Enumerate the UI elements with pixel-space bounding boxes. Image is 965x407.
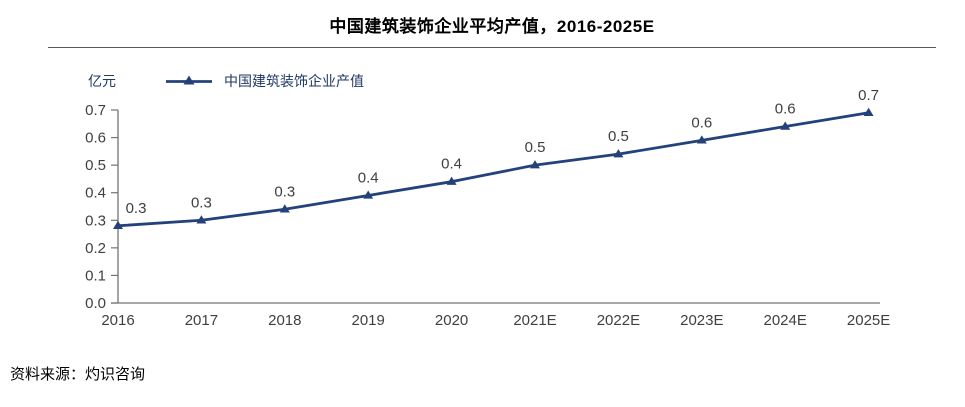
- data-point-marker: [696, 135, 707, 144]
- x-tick-label: 2022E: [597, 312, 640, 329]
- data-point-label: 0.6: [691, 114, 712, 131]
- data-point-marker: [446, 176, 457, 185]
- x-tick-label: 2024E: [764, 312, 807, 329]
- y-tick-label: 0.6: [85, 130, 106, 147]
- y-tick-label: 0.5: [85, 157, 106, 174]
- x-tick-label: 2018: [268, 312, 301, 329]
- x-tick-label: 2020: [435, 312, 468, 329]
- series-line: [117, 111, 869, 228]
- legend-line-marker-icon: [166, 75, 212, 85]
- x-tick-label: 2021E: [513, 312, 556, 329]
- x-tick-label: 2023E: [680, 312, 723, 329]
- data-point-marker: [613, 149, 624, 158]
- data-point-marker: [863, 107, 874, 116]
- data-point-label: 0.5: [525, 139, 546, 156]
- data-point-label: 0.3: [274, 183, 295, 200]
- y-tick-label: 0.4: [85, 185, 106, 202]
- y-tick-label: 0.2: [85, 240, 106, 257]
- data-point-marker: [530, 160, 540, 169]
- y-tick-label: 0.7: [85, 102, 106, 119]
- y-tick-label: 0.3: [85, 212, 106, 229]
- source-note: 资料来源：灼识咨询: [10, 367, 146, 383]
- data-point-label: 0.4: [441, 156, 462, 173]
- x-tick-label: 2025E: [847, 312, 890, 329]
- data-point-label: 0.3: [191, 194, 212, 211]
- data-point-marker: [113, 220, 123, 229]
- y-tick-label: 0.0: [85, 295, 106, 312]
- data-point-label: 0.6: [775, 101, 796, 118]
- y-tick-label: 0.1: [85, 267, 106, 284]
- data-point-label: 0.5: [608, 128, 629, 145]
- line-chart-plot: 0.0 0.1 0.2 0.3 0.4 0.5 0.6 0.7 2016 2017 2018 2019…: [85, 90, 890, 329]
- title-rule: [48, 47, 936, 48]
- data-point-marker: [279, 204, 290, 213]
- data-point-label: 0.4: [358, 169, 379, 186]
- chart-title: 中国建筑装饰企业平均产值，2016-2025E: [329, 17, 655, 36]
- data-point-marker: [780, 121, 791, 130]
- x-tick-label: 2017: [185, 312, 218, 329]
- y-axis-unit-label: 亿元: [88, 73, 116, 89]
- data-point-marker: [363, 190, 374, 199]
- x-tick-label: 2019: [352, 312, 385, 329]
- data-point-label: 0.7: [858, 90, 879, 104]
- data-point-marker: [196, 215, 207, 224]
- data-point-label: 0.3: [126, 200, 147, 217]
- x-tick-label: 2016: [101, 312, 134, 329]
- legend-series-label: 中国建筑装饰企业产值: [224, 73, 364, 89]
